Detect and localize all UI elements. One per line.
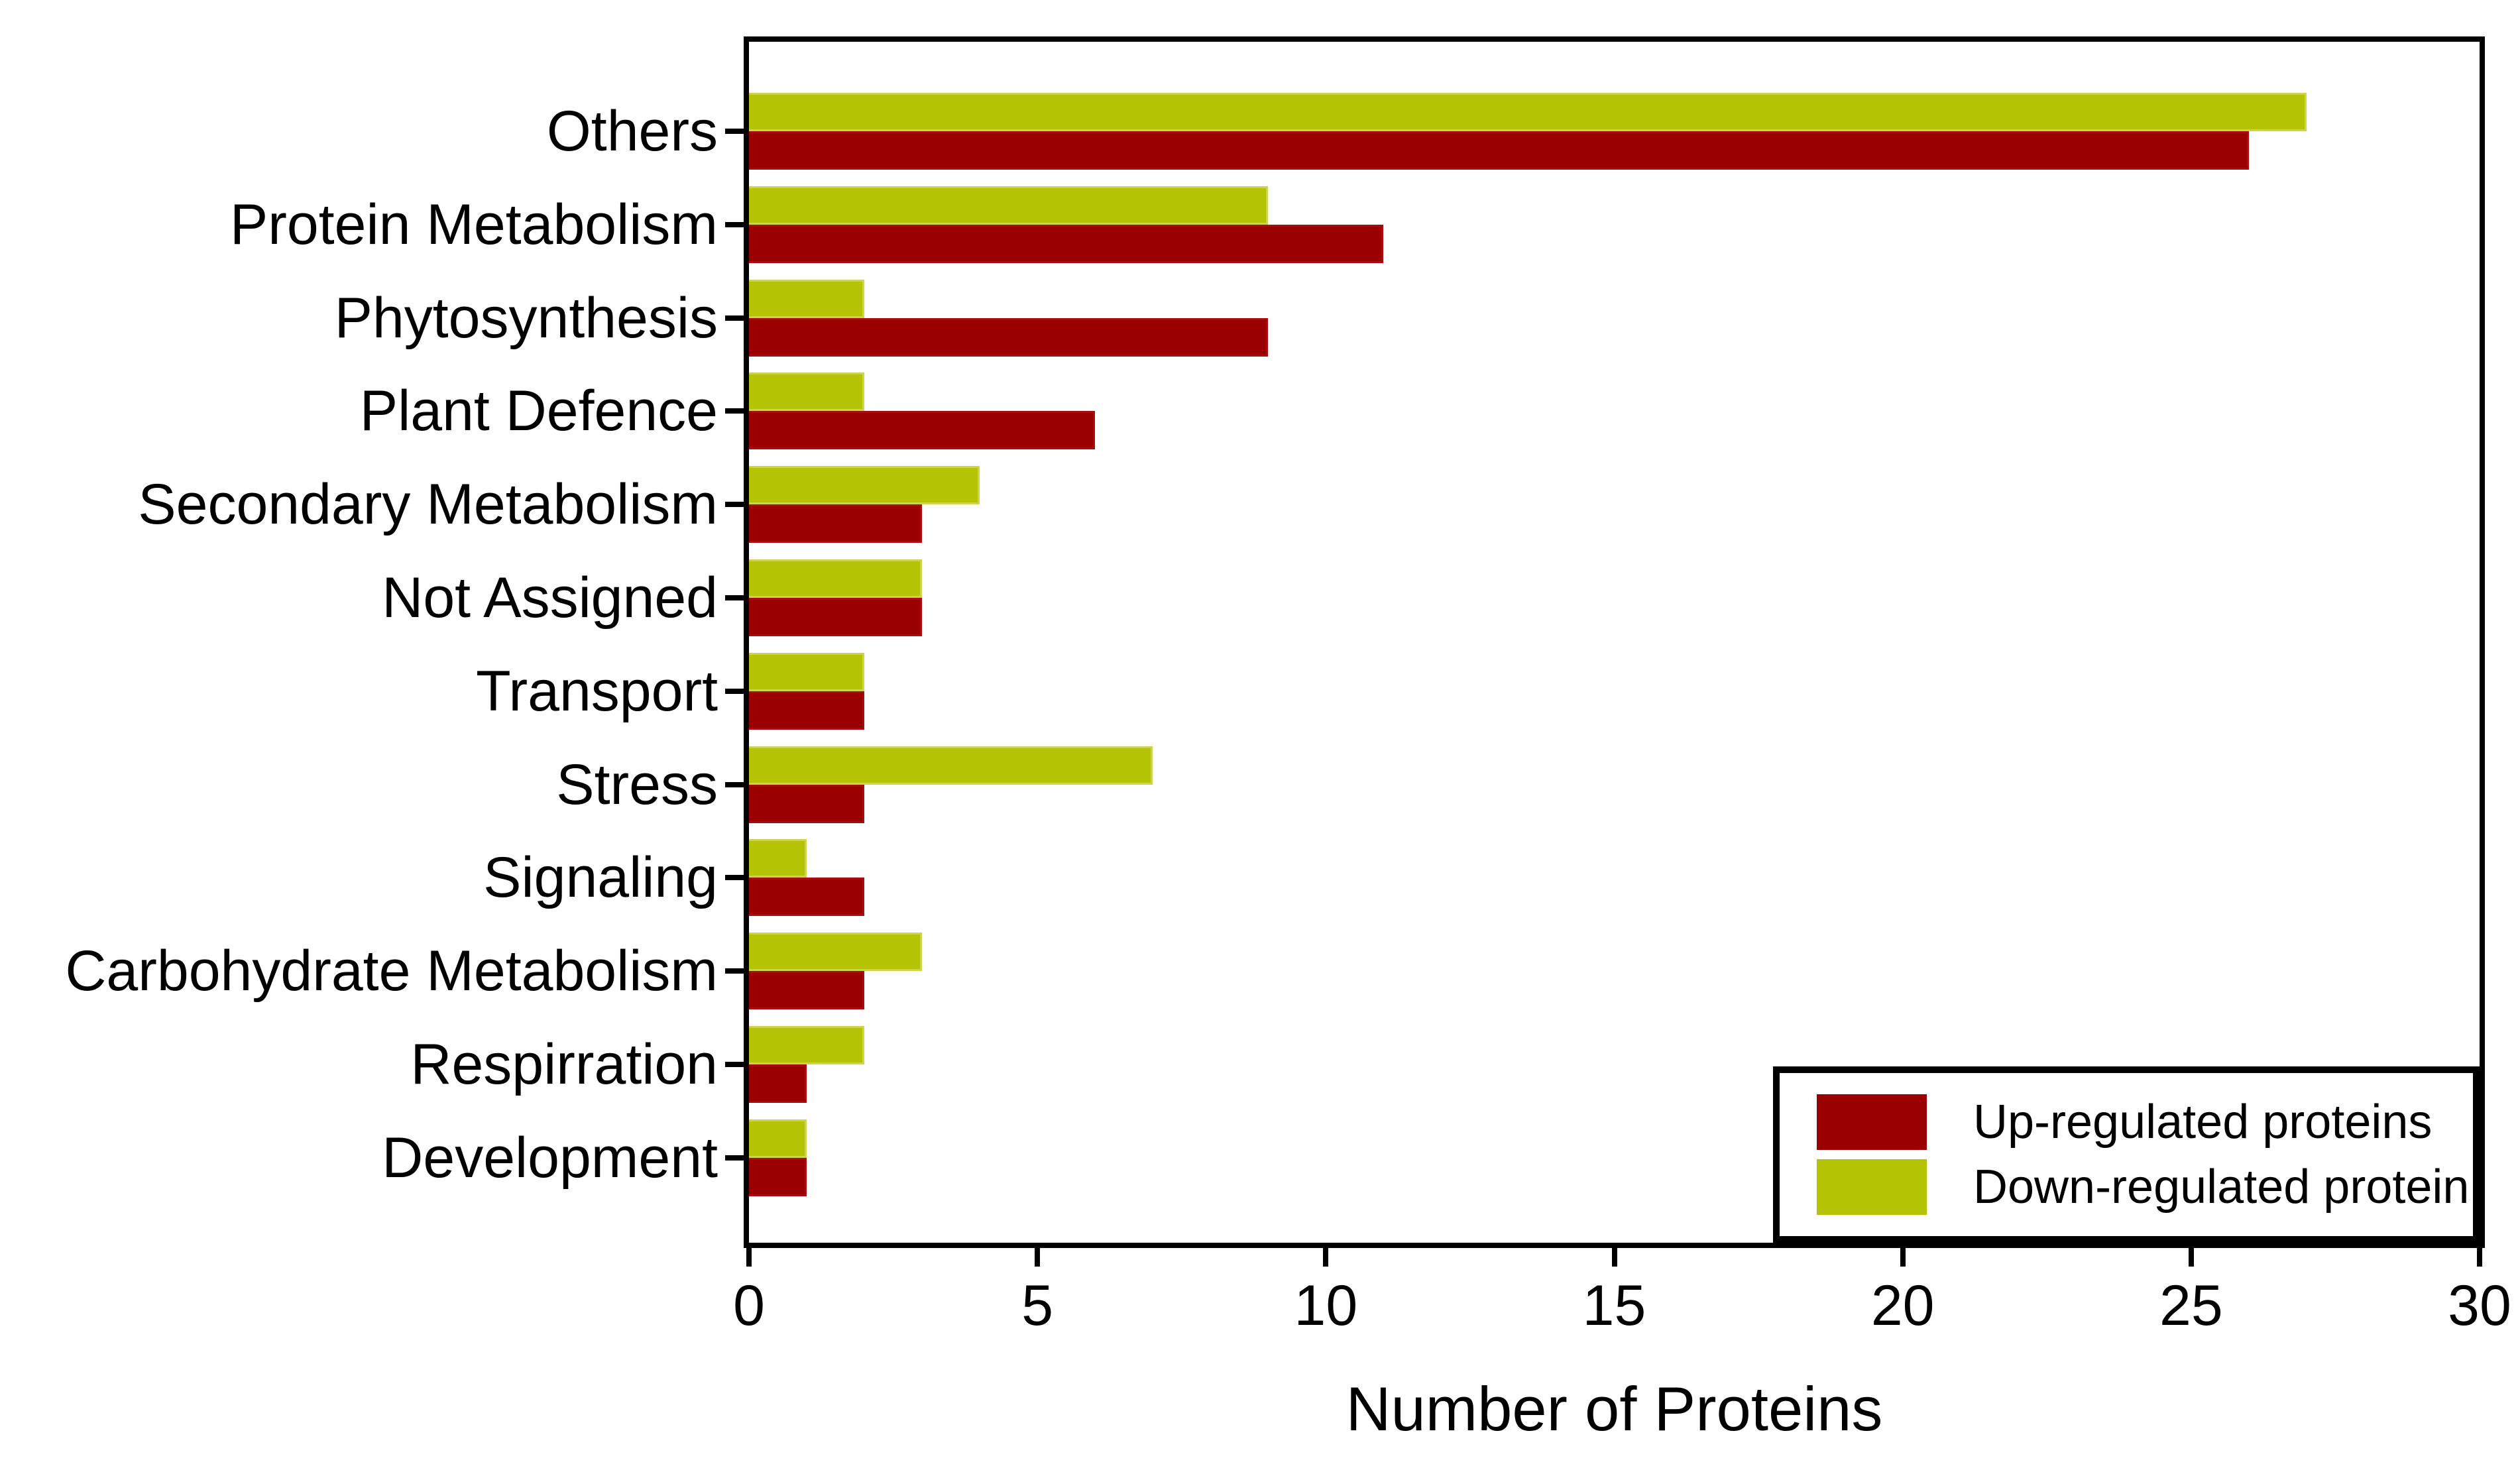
category-label: Carbohydrate Metabolism [65,939,718,1003]
y-axis-tick-mark [725,1062,744,1067]
x-axis-tick-mark [1900,1248,1906,1267]
up-regulated-bar [749,317,1269,357]
up-regulated-bar [749,784,865,823]
up-regulated-bar [749,224,1384,263]
category-label: Development [382,1125,718,1190]
y-axis-tick-mark [725,968,744,974]
y-axis-tick-mark [725,688,744,694]
x-axis-tick-mark [1323,1248,1329,1267]
x-axis-tick-mark [2477,1248,2482,1267]
x-axis-tick-label: 25 [2159,1274,2223,1337]
x-axis-tick-mark [746,1248,752,1267]
x-axis-tick-mark [1035,1248,1041,1267]
down-regulated-bar [749,559,923,598]
down-regulated-bar [749,652,865,691]
x-axis-tick-label: 20 [1870,1274,1935,1337]
category-label: Plant Defence [359,379,718,443]
down-regulated-bar [749,1026,865,1064]
y-axis-tick-mark [725,595,744,600]
up-regulated-bar [749,1064,807,1103]
y-axis-tick-mark [725,781,744,787]
category-label: Phytosynthesis [334,286,718,350]
legend-label-down-regulated: Down-regulated protein [1973,1161,2470,1214]
down-regulated-bar [749,93,2307,131]
y-axis-tick-mark [725,502,744,508]
category-label: Signaling [483,846,718,910]
x-axis-tick-label: 30 [2448,1274,2511,1337]
down-regulated-bar [749,466,980,505]
up-regulated-bar [749,411,1096,450]
up-regulated-bar [749,131,2249,170]
up-regulated-swatch [1817,1094,1927,1150]
x-axis-tick-label: 10 [1294,1274,1358,1337]
down-regulated-bar [749,746,1153,785]
y-axis-tick-mark [725,221,744,227]
category-label: Protein Metabolism [229,192,718,256]
category-label: Stress [556,752,718,817]
up-regulated-bar [749,1157,807,1196]
legend-entry-up-regulated: Up-regulated proteins [1817,1094,2473,1150]
y-axis-tick-mark [725,408,744,414]
up-regulated-bar [749,971,865,1010]
x-axis-tick-label: 15 [1582,1274,1646,1337]
down-regulated-swatch [1817,1159,1927,1215]
up-regulated-bar [749,504,923,543]
down-regulated-bar [749,1119,807,1158]
x-axis-title: Number of Proteins [1346,1374,1883,1444]
legend-label-up-regulated: Up-regulated proteins [1973,1096,2433,1149]
category-label: Transport [476,659,718,723]
x-axis-tick-mark [1611,1248,1617,1267]
y-axis-tick-mark [725,1155,744,1161]
x-axis-tick-label: 0 [733,1274,765,1337]
up-regulated-bar [749,598,923,636]
legend-box: Up-regulated proteins Down-regulated pro… [1773,1066,2480,1243]
up-regulated-bar [749,878,865,917]
category-label: Secondary Metabolism [138,473,718,537]
down-regulated-bar [749,933,923,972]
x-axis-tick-mark [2188,1248,2194,1267]
y-axis-tick-mark [725,315,744,321]
x-axis-tick-label: 5 [1021,1274,1054,1337]
y-axis-tick-mark [725,875,744,881]
down-regulated-bar [749,186,1269,225]
category-label: Not Assigned [382,566,718,630]
down-regulated-bar [749,839,807,878]
y-axis-tick-mark [725,129,744,134]
legend-entry-down-regulated: Down-regulated protein [1817,1159,2473,1215]
plot-area: Others Protein Metabolism Phytosynthesis Pl… [65,36,2511,1440]
up-regulated-bar [749,691,865,730]
category-label: Others [546,99,718,163]
down-regulated-bar [749,372,865,412]
category-label: Respirration [410,1033,718,1096]
down-regulated-bar [749,279,865,318]
